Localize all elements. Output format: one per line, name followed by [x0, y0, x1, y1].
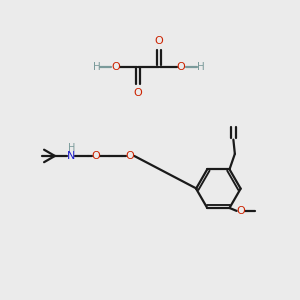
Text: O: O — [92, 151, 100, 161]
Text: O: O — [154, 36, 163, 46]
Text: O: O — [111, 62, 120, 72]
Text: O: O — [177, 62, 186, 72]
Text: O: O — [134, 88, 142, 98]
Text: H: H — [197, 62, 204, 72]
Text: O: O — [236, 206, 245, 216]
Text: O: O — [126, 151, 134, 161]
Text: N: N — [67, 151, 75, 161]
Text: H: H — [93, 62, 101, 72]
Text: H: H — [68, 142, 75, 153]
